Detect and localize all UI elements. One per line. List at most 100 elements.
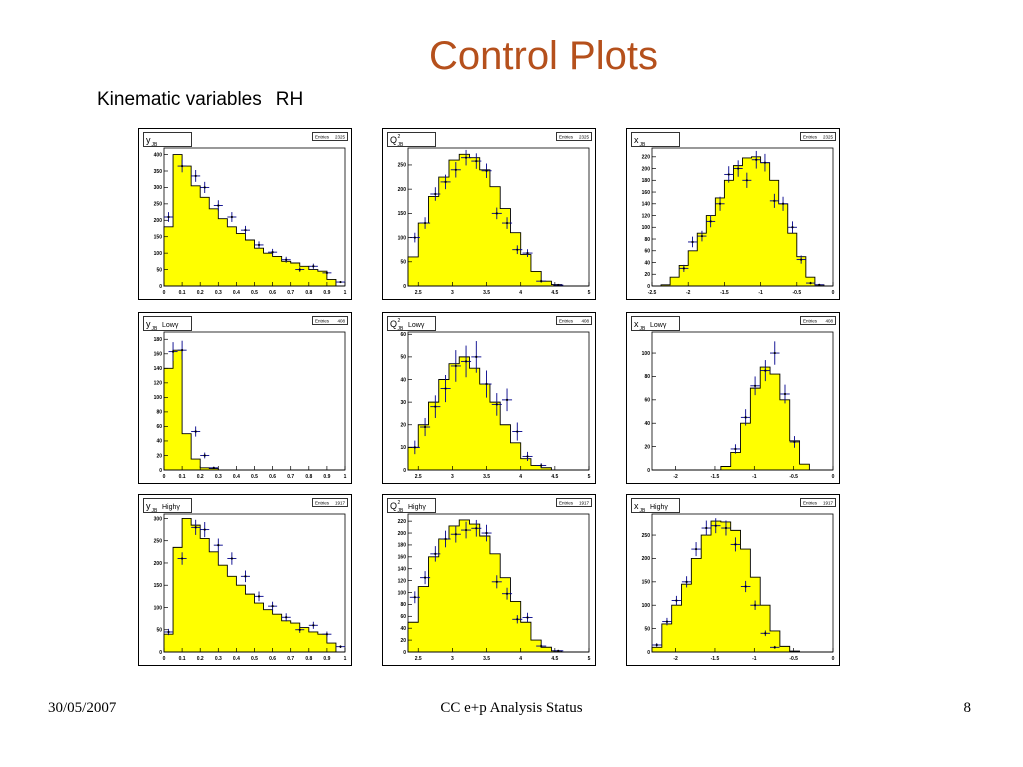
data-point [481, 524, 492, 542]
data-point [450, 350, 461, 382]
x-tick-label: 0.8 [305, 474, 312, 480]
histogram-title-sup: 2 [398, 500, 401, 506]
x-tick-label: 0.7 [287, 474, 294, 480]
stats-value: 2325 [579, 135, 590, 140]
data-point [512, 245, 523, 255]
y-tick-label: 40 [644, 421, 650, 427]
data-point-marker [516, 618, 519, 621]
data-point-marker [434, 405, 437, 408]
data-point [710, 518, 721, 534]
data-point-marker [181, 164, 184, 168]
histogram-title-suffix: Highγ [650, 504, 668, 511]
data-point-marker [181, 349, 184, 352]
data-point [491, 575, 502, 589]
title-box-frame [631, 498, 680, 513]
histogram-title-main: x [634, 319, 639, 329]
x-tick-label: 0.7 [287, 290, 294, 296]
data-point-marker [505, 592, 509, 595]
y-tick-label: 40 [644, 260, 650, 266]
data-point-marker [217, 204, 220, 207]
y-tick-label: 60 [156, 424, 162, 430]
data-point-marker [194, 174, 197, 178]
x-tick-label: 0 [832, 474, 835, 480]
x-tick-label: 0.3 [215, 656, 222, 662]
data-point [681, 576, 692, 588]
y-tick-label: 220 [642, 155, 651, 161]
data-point-marker [809, 281, 812, 285]
data-point-marker [744, 416, 747, 419]
data-point [536, 279, 547, 283]
data-point-marker [682, 267, 685, 270]
data-point-marker [312, 624, 315, 627]
data-point-marker [705, 526, 708, 530]
y-tick-label: 0 [159, 468, 162, 474]
data-point [308, 263, 318, 269]
data-point-marker [423, 221, 427, 225]
y-tick-label: 50 [156, 267, 162, 273]
histogram-svg-xjb: x JB Entries 2325 -2.5 -2 -1.5 -1 -0.5 0 0 20 40 60 80… [626, 128, 840, 300]
histogram-title-main: Q [390, 135, 397, 145]
data-point-marker [230, 215, 233, 219]
x-tick-label: 3.5 [483, 290, 490, 296]
histogram-title-box: Q 2 JB Highγ [387, 498, 436, 514]
y-tick-label: 350 [154, 169, 163, 175]
data-point [796, 255, 806, 264]
histogram-title-main: Q [390, 319, 397, 329]
data-point [502, 217, 513, 229]
x-tick-label: 0 [163, 290, 166, 296]
histogram-title-suffix: Lowγ [162, 322, 179, 329]
data-point-marker [203, 454, 206, 457]
data-point-marker [212, 466, 215, 469]
y-tick-label: 200 [398, 531, 407, 537]
data-point [502, 388, 513, 412]
plot-panel-yjb-high: y JB Highγ Entries 1917 0 0.1 0.2 0.3 0.4 0.5 0.6 0.… [138, 494, 352, 666]
stats-label: Entries [315, 319, 330, 324]
data-point [706, 215, 716, 228]
data-point [740, 409, 751, 426]
data-point-marker [485, 382, 488, 386]
data-point-marker [781, 202, 785, 205]
stats-box: Entries 2325 [800, 132, 836, 141]
data-point [651, 643, 662, 647]
histogram-svg-q2jb-high: Q 2 JB Highγ Entries 1917 2.5 3 3.5 4 4.5 5 0 20 40 60 8… [382, 494, 596, 666]
mc-histogram-fill [163, 518, 345, 653]
stats-box: Entries 408 [312, 316, 348, 325]
y-tick-label: 150 [398, 211, 407, 217]
histogram-title-main: y [146, 135, 151, 145]
mc-histogram-fill [407, 153, 589, 287]
data-point-marker [464, 360, 468, 363]
data-point-marker [800, 258, 803, 261]
x-tick-label: -2 [673, 474, 678, 480]
data-point [688, 236, 698, 248]
data-point-marker [709, 220, 712, 223]
y-tick-label: 150 [154, 235, 163, 241]
x-tick-label: 3 [451, 656, 454, 662]
data-point-marker [557, 649, 560, 652]
y-tick-label: 140 [398, 567, 407, 573]
data-point-marker [753, 604, 757, 607]
x-tick-label: 2.5 [415, 290, 422, 296]
data-point [430, 546, 441, 562]
y-tick-label: 140 [642, 202, 651, 208]
stats-value: 1917 [579, 501, 590, 506]
histogram-svg-xjb-high: x JB Highγ Entries 1917 -2 -1.5 -1 -0.5 0 0 50 100 15… [626, 494, 840, 666]
data-point [295, 267, 305, 272]
x-tick-label: 1 [344, 290, 347, 296]
data-point-marker [793, 440, 796, 444]
data-point-marker [203, 186, 206, 189]
stats-box: Entries 2325 [312, 132, 348, 141]
histogram-title-sub: JB [152, 508, 159, 514]
data-point-marker [194, 430, 197, 433]
y-tick-label: 250 [154, 539, 163, 545]
plot-panel-yjb-low: y JB Lowγ Entries 408 0 0.1 0.2 0.3 0.4 0.5 0.6 0.7 0… [138, 312, 352, 484]
data-point-marker [714, 524, 717, 527]
y-tick-label: 20 [400, 638, 406, 644]
data-point-marker [744, 585, 747, 588]
data-point [522, 451, 533, 461]
x-tick-label: 4.5 [551, 656, 558, 662]
data-point [778, 196, 788, 211]
data-point [730, 537, 741, 552]
histogram-svg-yjb-high: y JB Highγ Entries 1917 0 0.1 0.2 0.3 0.4 0.5 0.6 0.… [138, 494, 352, 666]
y-tick-label: 150 [642, 580, 651, 586]
